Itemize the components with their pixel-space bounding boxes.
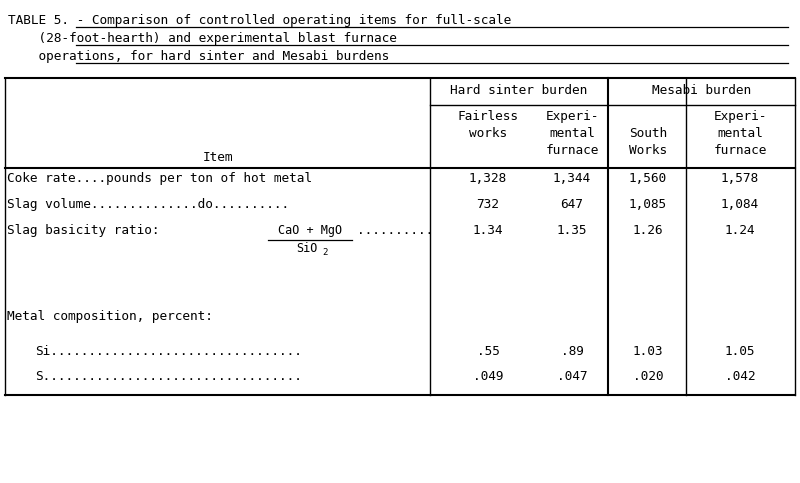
Text: SiO: SiO <box>296 242 318 255</box>
Text: Experi-: Experi- <box>546 110 598 123</box>
Text: 1,328: 1,328 <box>469 172 507 185</box>
Text: Slag basicity ratio:: Slag basicity ratio: <box>7 224 174 237</box>
Text: 1,085: 1,085 <box>629 198 667 211</box>
Text: Slag volume..............do..........: Slag volume..............do.......... <box>7 198 289 211</box>
Text: Si.................................: Si................................. <box>35 345 302 358</box>
Text: Fairless: Fairless <box>458 110 518 123</box>
Text: ..........: .......... <box>357 224 434 237</box>
Text: 1.35: 1.35 <box>557 224 587 237</box>
Text: .049: .049 <box>473 370 503 383</box>
Text: Mesabi burden: Mesabi burden <box>652 84 751 97</box>
Text: furnace: furnace <box>714 144 766 157</box>
Text: .047: .047 <box>557 370 587 383</box>
Text: CaO + MgO: CaO + MgO <box>278 224 342 237</box>
Text: (28-foot-hearth) and experimental blast furnace: (28-foot-hearth) and experimental blast … <box>8 32 397 45</box>
Text: 1,344: 1,344 <box>553 172 591 185</box>
Text: .020: .020 <box>633 370 663 383</box>
Text: .55: .55 <box>477 345 499 358</box>
Text: .042: .042 <box>725 370 755 383</box>
Text: mental: mental <box>717 127 763 140</box>
Text: 1.05: 1.05 <box>725 345 755 358</box>
Text: works: works <box>469 127 507 140</box>
Text: 1,560: 1,560 <box>629 172 667 185</box>
Text: Works: Works <box>629 144 667 157</box>
Text: TABLE 5. - Comparison of controlled operating items for full-scale: TABLE 5. - Comparison of controlled oper… <box>8 14 511 27</box>
Text: 1,578: 1,578 <box>721 172 759 185</box>
Text: Experi-: Experi- <box>714 110 766 123</box>
Text: South: South <box>629 127 667 140</box>
Text: operations, for hard sinter and Mesabi burdens: operations, for hard sinter and Mesabi b… <box>8 50 390 63</box>
Text: 2: 2 <box>322 248 327 257</box>
Text: 1.26: 1.26 <box>633 224 663 237</box>
Text: 732: 732 <box>477 198 499 211</box>
Text: S..................................: S.................................. <box>35 370 302 383</box>
Text: 1,084: 1,084 <box>721 198 759 211</box>
Text: .89: .89 <box>561 345 583 358</box>
Text: 1.34: 1.34 <box>473 224 503 237</box>
Text: Hard sinter burden: Hard sinter burden <box>450 84 588 97</box>
Text: mental: mental <box>549 127 595 140</box>
Text: Metal composition, percent:: Metal composition, percent: <box>7 310 213 323</box>
Text: furnace: furnace <box>546 144 598 157</box>
Text: Coke rate....pounds per ton of hot metal: Coke rate....pounds per ton of hot metal <box>7 172 312 185</box>
Text: 647: 647 <box>561 198 583 211</box>
Text: 1.24: 1.24 <box>725 224 755 237</box>
Text: 1.03: 1.03 <box>633 345 663 358</box>
Text: Item: Item <box>202 151 233 164</box>
